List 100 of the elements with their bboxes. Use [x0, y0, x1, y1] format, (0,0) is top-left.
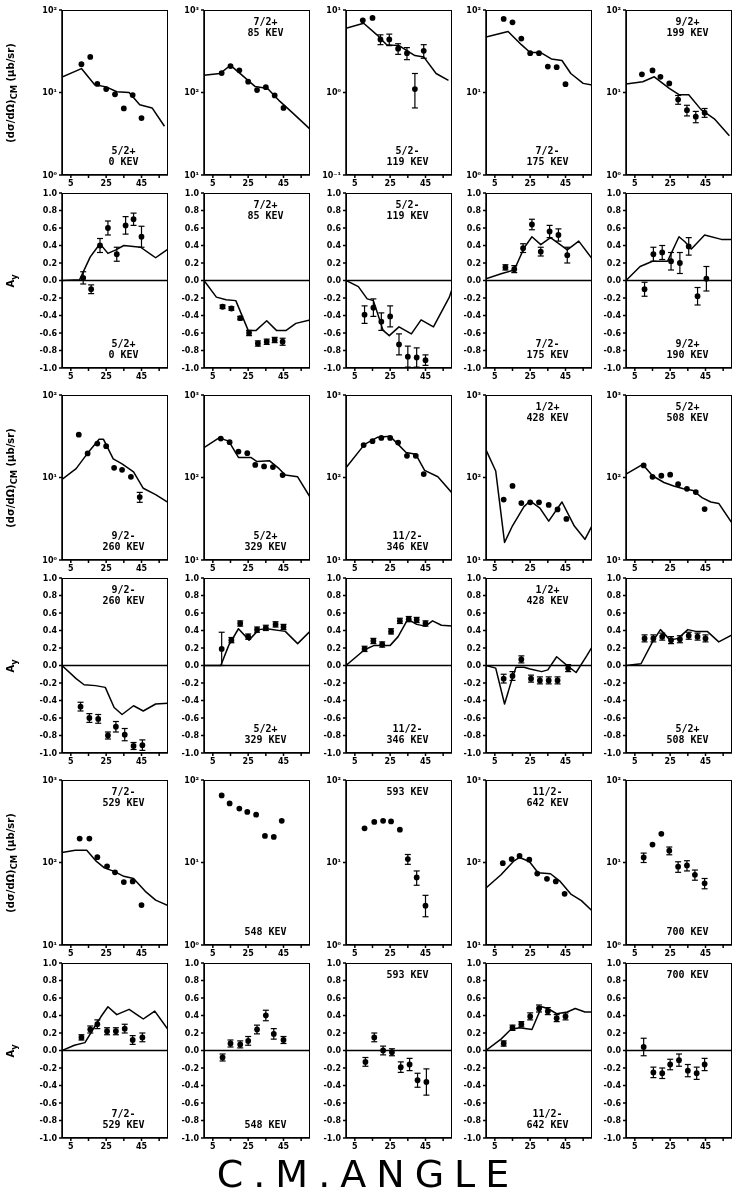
y-tick-label: -0.4 — [39, 311, 58, 321]
x-tick-label: 25 — [100, 178, 113, 188]
y-tick-label: 0.8 — [184, 591, 200, 601]
x-tick-label: 25 — [524, 1141, 537, 1151]
y-tick-label: 10¹ — [42, 88, 58, 98]
annotation: 7/2- — [110, 1108, 137, 1119]
y-tick-label: -1.0 — [39, 363, 58, 373]
x-tick-label: 5 — [68, 563, 75, 573]
y-tick-label: -0.4 — [463, 696, 482, 706]
y-tick-label: 10² — [326, 473, 342, 483]
y-tick-label: 0.6 — [466, 993, 482, 1003]
x-tick-label: 5 — [210, 563, 217, 573]
annotation: 11/2- — [391, 530, 424, 541]
y-tick-label: 0.0 — [42, 1046, 58, 1056]
y-tick-label: 10¹ — [326, 5, 342, 15]
y-tick-label: 10² — [42, 5, 58, 15]
annotation: 1/2+ — [534, 401, 561, 412]
x-axis-title: C.M.ANGLE — [216, 1152, 520, 1196]
x-tick-label: 5 — [68, 1141, 75, 1151]
x-tick-label: 5 — [352, 178, 359, 188]
y-tick-label: 0.2 — [184, 643, 199, 653]
y-tick-label: -0.4 — [603, 311, 622, 321]
y-tick-label: -0.6 — [603, 713, 622, 723]
y-tick-label: 0.6 — [184, 993, 200, 1003]
y-tick-label: 10⁰ — [326, 940, 342, 950]
y-tick-label: -0.8 — [603, 346, 622, 356]
y-tick-label: -1.0 — [323, 363, 342, 373]
y-tick-label: -0.4 — [39, 696, 58, 706]
y-tick-label: -0.8 — [323, 731, 342, 741]
y-tick-label: -0.4 — [323, 696, 342, 706]
y-tick-label: 0.0 — [606, 1046, 622, 1056]
y-tick-label: 0.6 — [466, 223, 482, 233]
y-tick-label: 0.8 — [42, 591, 58, 601]
y-tick-label: 10³ — [466, 390, 482, 400]
y-tick-label: 0.6 — [326, 223, 342, 233]
x-tick-label: 45 — [277, 1141, 290, 1151]
y-tick-label: 10² — [326, 775, 342, 785]
y-tick-label: 0.2 — [466, 258, 481, 268]
x-tick-label: 5 — [68, 371, 75, 381]
y-tick-label: 0.2 — [326, 258, 341, 268]
x-tick-label: 25 — [100, 1141, 113, 1151]
annotation: 9/2- — [110, 584, 137, 595]
y-tick-label: 1.0 — [42, 958, 58, 968]
x-tick-label: 25 — [384, 371, 397, 381]
y-tick-label: 10³ — [466, 775, 482, 785]
y-tick-label: -0.2 — [323, 293, 341, 303]
y-tick-label: 0.2 — [326, 1028, 341, 1038]
annotation: 593 KEV — [386, 969, 429, 980]
x-tick-label: 25 — [524, 948, 537, 958]
y-tick-label: 10² — [184, 775, 200, 785]
x-tick-label: 45 — [699, 756, 712, 766]
y-tick-label: -0.2 — [463, 678, 481, 688]
y-tick-label: -0.6 — [39, 328, 58, 338]
y-tick-label: 1.0 — [184, 573, 200, 583]
y-tick-label: 1.0 — [466, 188, 482, 198]
y-tick-label: 10¹ — [326, 858, 342, 868]
y-tick-label: -1.0 — [603, 1133, 622, 1143]
y-tick-label: 0.2 — [466, 1028, 481, 1038]
y-tick-label: 1.0 — [42, 188, 58, 198]
y-tick-label: -0.8 — [463, 346, 482, 356]
y-tick-label: 0.0 — [326, 276, 342, 286]
y-tick-label: 1.0 — [42, 573, 58, 583]
y-tick-label: 0.4 — [606, 241, 622, 251]
y-tick-label: 0.6 — [42, 993, 58, 1003]
y-tick-label: 0.0 — [466, 661, 482, 671]
y-tick-label: -1.0 — [181, 363, 200, 373]
y-tick-label: 0.0 — [466, 276, 482, 286]
y-tick-label: 0.4 — [184, 626, 200, 636]
y-tick-label: 0.0 — [42, 661, 58, 671]
y-tick-label: 0.8 — [606, 206, 622, 216]
x-tick-label: 5 — [352, 948, 359, 958]
x-tick-label: 25 — [664, 178, 677, 188]
y-tick-label: 10¹ — [606, 555, 622, 565]
y-tick-label: -0.4 — [323, 311, 342, 321]
x-tick-label: 25 — [664, 563, 677, 573]
y-tick-label: -0.2 — [181, 293, 199, 303]
x-tick-label: 45 — [419, 178, 432, 188]
y-tick-label: -0.6 — [323, 328, 342, 338]
y-tick-label: -0.6 — [463, 713, 482, 723]
x-tick-label: 45 — [277, 178, 290, 188]
annotation: 9/2+ — [674, 338, 701, 349]
y-tick-label: 0.0 — [326, 1046, 342, 1056]
annotation: 1/2+ — [534, 584, 561, 595]
x-tick-label: 5 — [492, 1141, 499, 1151]
annotation: 85 KEV — [247, 210, 284, 221]
x-tick-label: 5 — [352, 756, 359, 766]
y-tick-label: 10¹ — [42, 940, 58, 950]
y-tick-label: 10¹ — [184, 858, 200, 868]
y-tick-label: 10¹ — [606, 858, 622, 868]
x-tick-label: 25 — [524, 563, 537, 573]
y-tick-label: 0.8 — [42, 206, 58, 216]
y-tick-label: -0.2 — [181, 678, 199, 688]
x-tick-label: 5 — [210, 178, 217, 188]
y-tick-label: 0.4 — [606, 626, 622, 636]
annotation: 199 KEV — [666, 27, 709, 38]
x-tick-label: 45 — [559, 756, 572, 766]
y-tick-label: -0.8 — [39, 346, 58, 356]
x-tick-label: 45 — [135, 756, 148, 766]
y-tick-label: 0.6 — [606, 223, 622, 233]
y-tick-label: 0.8 — [326, 591, 342, 601]
